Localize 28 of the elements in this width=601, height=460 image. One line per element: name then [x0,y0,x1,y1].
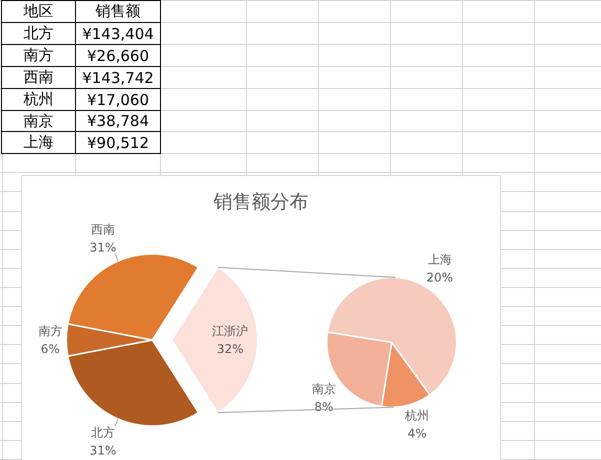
data-label: 4% [408,426,427,440]
slice-label: 西南 [90,222,115,237]
data-label: 31% [90,443,116,458]
text: ¥90,512 [86,134,150,152]
text: 销售额 [96,2,140,21]
category-label: 杭州 [24,90,54,109]
category-label: 上海 [24,133,54,152]
text: ¥143,742 [82,68,154,86]
text: 地区 [24,2,54,21]
text: ¥143,404 [82,24,154,42]
text: ¥26,660 [86,46,150,64]
slice-label: 南京 [312,382,336,396]
text: ¥17,060 [86,90,150,108]
data-label: 20% [426,270,454,284]
slice-label: 杭州 [404,408,430,422]
category-label: 北方 [24,24,54,43]
data-label: 6% [40,342,60,356]
slice-label: 江浙沪 [212,324,248,338]
slice-label: 南方 [38,324,62,338]
category-label: 西南 [24,68,54,87]
slice-label: 上海 [428,252,452,266]
slice-label: 北方 [90,425,115,440]
text: ¥38,784 [86,112,150,130]
data-label: 32% [216,342,244,356]
category-label: 南京 [24,112,54,130]
chart-title: 销售额分布 [214,191,308,213]
data-label: 31% [90,240,116,255]
category-label: 南方 [24,46,54,65]
